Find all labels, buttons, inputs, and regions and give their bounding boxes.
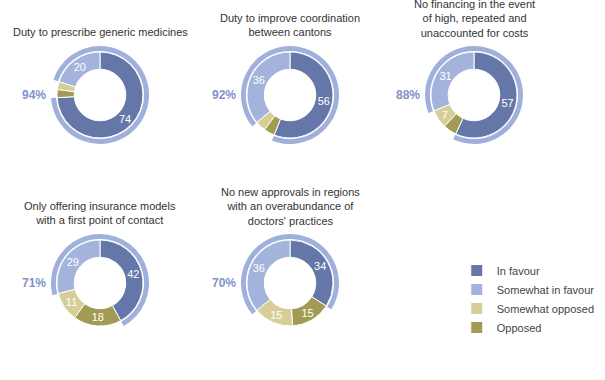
svg-text:70%: 70% [212, 276, 236, 290]
svg-text:No financing in the eventof hi: No financing in the eventof high, repeat… [414, 0, 535, 39]
svg-text:No new approvals in regionswit: No new approvals in regionswith an overa… [221, 186, 360, 227]
svg-text:94%: 94% [22, 88, 46, 102]
svg-text:29: 29 [67, 256, 79, 268]
svg-text:36: 36 [253, 262, 265, 274]
svg-text:7: 7 [442, 109, 448, 121]
svg-text:In favour: In favour [497, 265, 540, 277]
svg-text:Duty to improve coordinationbe: Duty to improve coordinationbetween cant… [220, 12, 360, 38]
svg-text:92%: 92% [212, 88, 236, 102]
svg-text:74: 74 [119, 113, 131, 125]
svg-text:20: 20 [74, 61, 86, 73]
svg-text:88%: 88% [396, 88, 420, 102]
svg-text:15: 15 [270, 309, 282, 321]
svg-text:Only offering insurance models: Only offering insurance modelswith a fir… [24, 200, 176, 226]
svg-text:Opposed: Opposed [497, 322, 542, 334]
svg-text:71%: 71% [22, 276, 46, 290]
svg-text:57: 57 [501, 97, 513, 109]
svg-text:Somewhat opposed: Somewhat opposed [497, 303, 594, 315]
svg-text:42: 42 [127, 268, 139, 280]
svg-text:11: 11 [66, 296, 77, 308]
svg-text:15: 15 [301, 307, 313, 319]
svg-text:31: 31 [439, 70, 451, 82]
svg-text:Somewhat in favour: Somewhat in favour [497, 284, 595, 296]
svg-text:18: 18 [92, 311, 104, 323]
svg-text:Duty to prescribe generic medi: Duty to prescribe generic medicines [13, 26, 188, 38]
svg-text:36: 36 [253, 74, 265, 86]
svg-text:56: 56 [318, 95, 330, 107]
svg-text:34: 34 [314, 260, 326, 272]
